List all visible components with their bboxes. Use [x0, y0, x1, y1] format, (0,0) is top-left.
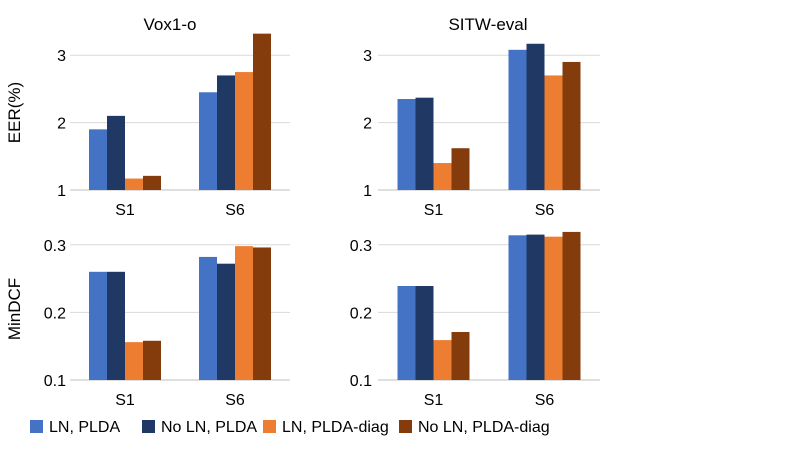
bar	[199, 256, 217, 380]
bar	[397, 99, 416, 190]
legend-label: No LN, PLDA-diag	[418, 419, 550, 436]
x-tick-label: S1	[115, 202, 135, 219]
bar	[125, 178, 143, 190]
panel-title: Vox1-o	[144, 15, 197, 34]
bar	[526, 43, 545, 191]
bar	[508, 235, 527, 380]
y-axis-label: MinDCF	[5, 278, 24, 340]
y-tick-label: 1	[57, 183, 66, 200]
bar	[544, 236, 563, 380]
legend-label: No LN, PLDA	[161, 419, 257, 436]
bar	[253, 247, 271, 380]
legend-swatch	[30, 420, 43, 433]
bar	[562, 231, 581, 380]
bar	[451, 331, 470, 380]
bar	[89, 271, 107, 380]
bar	[397, 286, 416, 380]
bar	[433, 340, 452, 380]
y-tick-label: 2	[363, 116, 372, 133]
y-tick-label: 2	[57, 116, 66, 133]
x-tick-label: S6	[535, 392, 555, 409]
bar	[415, 97, 434, 190]
bar	[253, 33, 271, 190]
y-tick-label: 0.3	[44, 238, 66, 255]
bar	[235, 72, 253, 190]
x-tick-label: S1	[424, 392, 444, 409]
bar	[125, 342, 143, 380]
bar	[562, 61, 581, 191]
bar	[526, 234, 545, 380]
y-tick-label: 3	[57, 48, 66, 65]
bar	[89, 129, 107, 190]
y-tick-label: 0.2	[350, 305, 372, 322]
bar	[415, 286, 434, 380]
y-axis-label: EER(%)	[5, 82, 24, 143]
bar	[199, 92, 217, 190]
bar	[143, 340, 161, 380]
x-tick-label: S6	[535, 202, 555, 219]
bar	[433, 163, 452, 190]
bar	[508, 49, 527, 191]
bar	[451, 148, 470, 190]
panel-title: SITW-eval	[448, 15, 527, 34]
legend-label: LN, PLDA	[49, 419, 120, 436]
x-tick-label: S1	[424, 202, 444, 219]
x-tick-label: S1	[115, 392, 135, 409]
bar	[235, 246, 253, 380]
bar	[143, 175, 161, 190]
y-tick-label: 3	[363, 48, 372, 65]
y-tick-label: 0.1	[44, 373, 66, 390]
bar	[217, 75, 235, 190]
bar	[544, 75, 563, 190]
x-tick-label: S6	[225, 392, 245, 409]
bar	[217, 263, 235, 380]
y-tick-label: 0.2	[44, 305, 66, 322]
y-tick-label: 0.1	[350, 373, 372, 390]
legend-label: LN, PLDA-diag	[282, 419, 389, 436]
y-tick-label: 1	[363, 183, 372, 200]
bar	[107, 271, 125, 380]
legend-swatch	[263, 420, 276, 433]
legend-swatch	[399, 420, 412, 433]
x-tick-label: S6	[225, 202, 245, 219]
bar	[107, 115, 125, 190]
legend-swatch	[142, 420, 155, 433]
y-tick-label: 0.3	[350, 238, 372, 255]
